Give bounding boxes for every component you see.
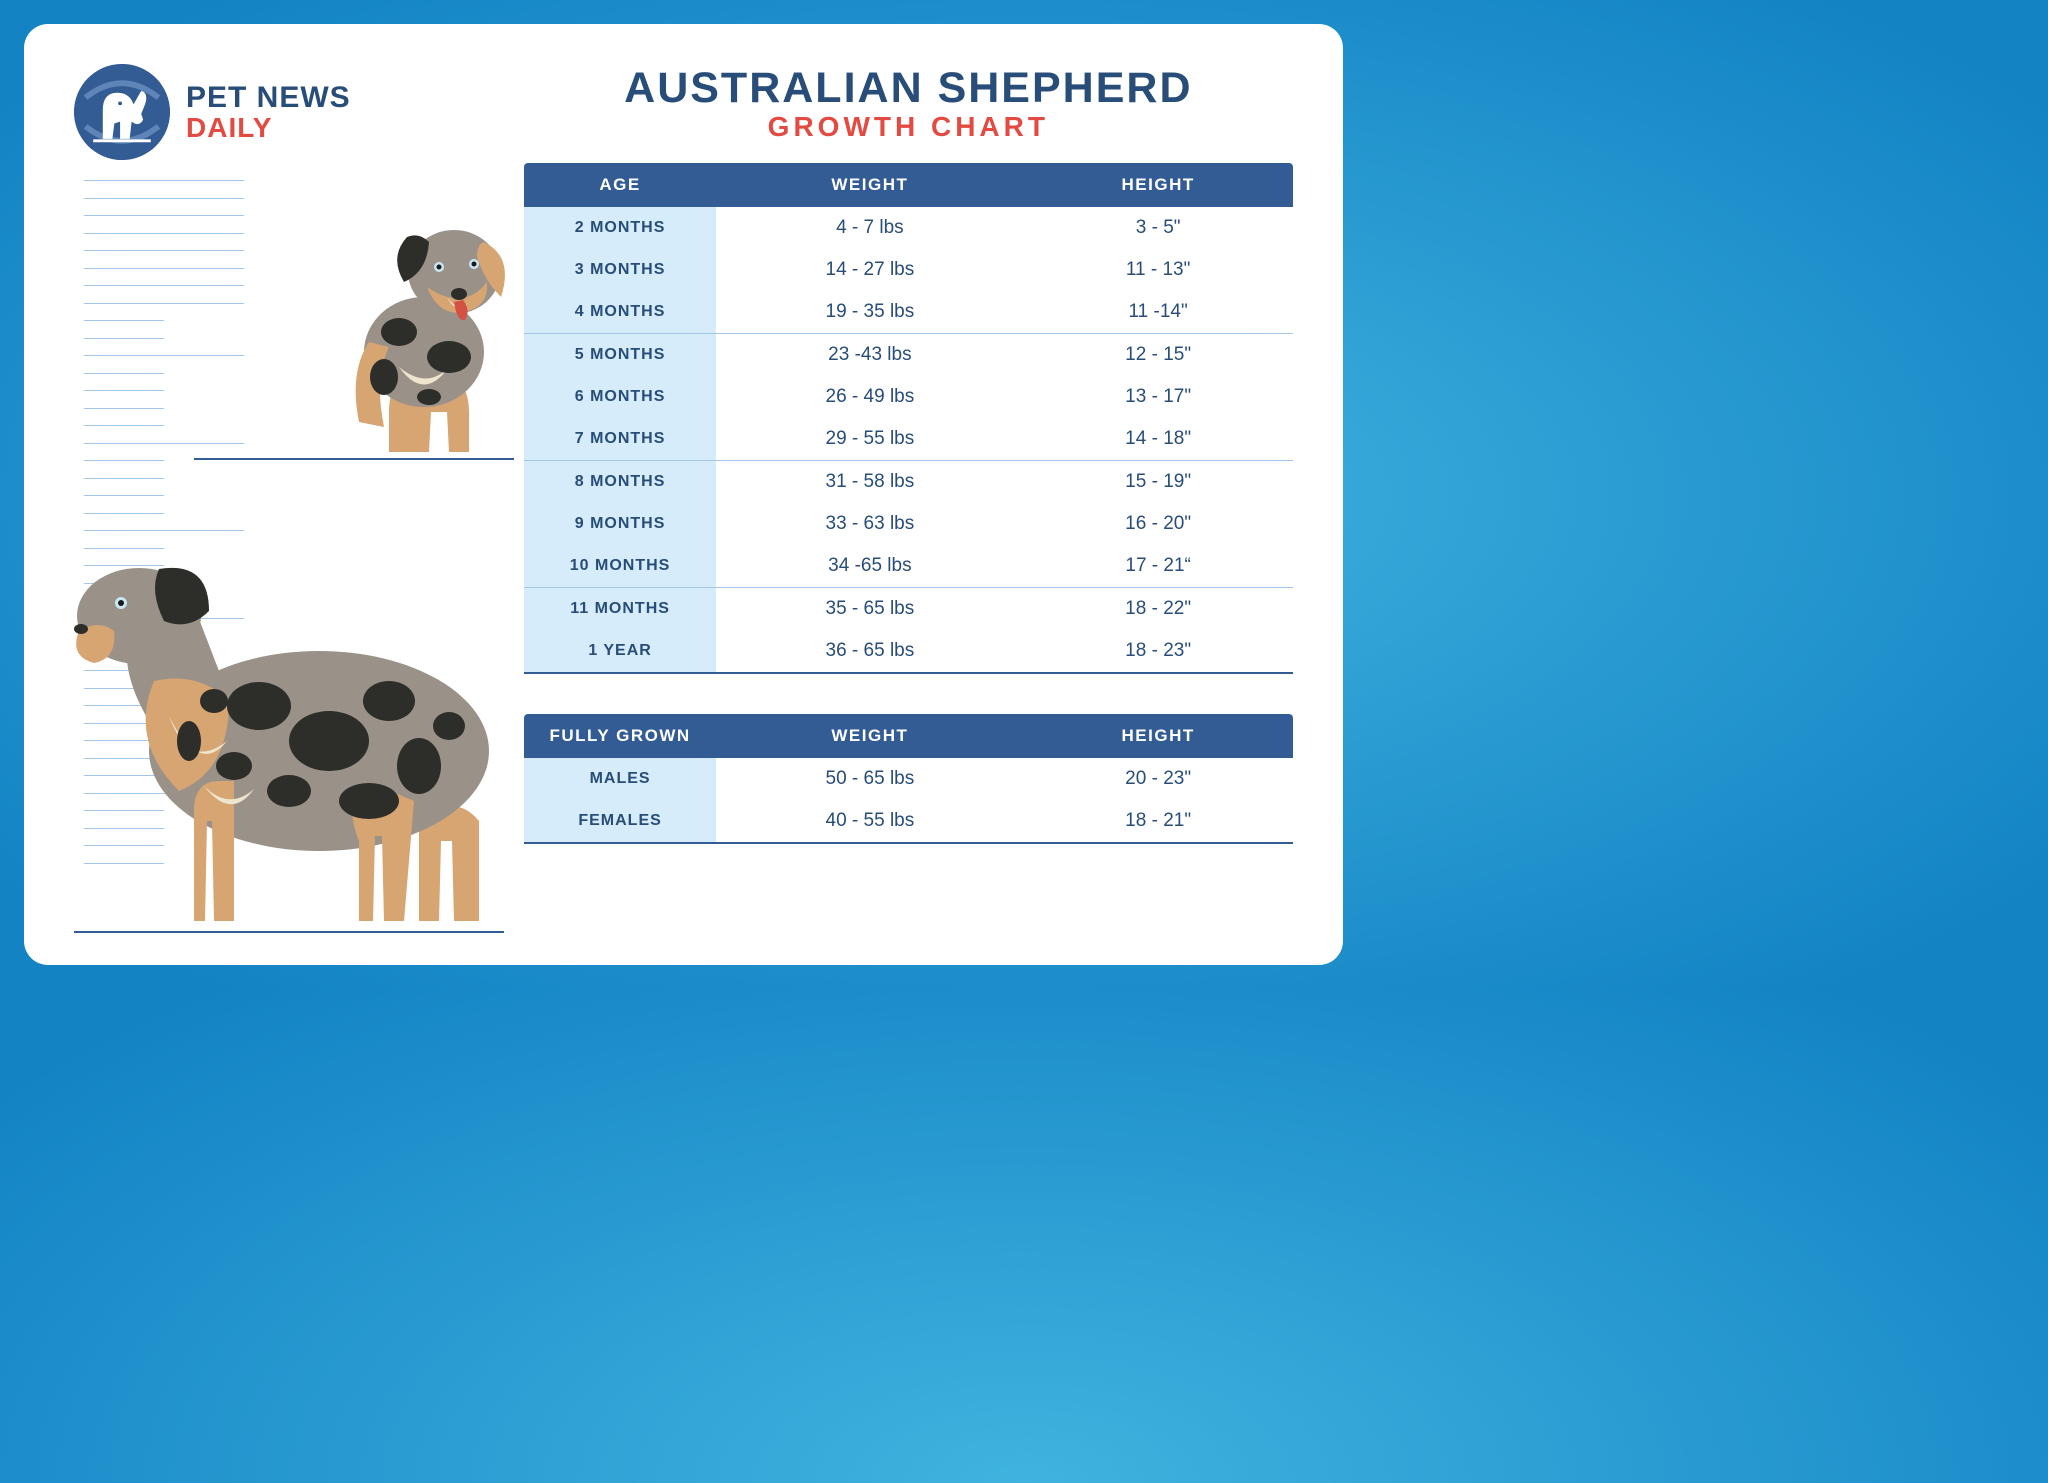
left-column: PET NEWS DAILY bbox=[74, 64, 494, 933]
age-cell: 3 MONTHS bbox=[524, 249, 716, 291]
table-row: FEMALES40 - 55 lbs18 - 21" bbox=[524, 800, 1293, 843]
table-row: 5 MONTHS23 -43 lbs12 - 15" bbox=[524, 334, 1293, 377]
table-row: 8 MONTHS31 - 58 lbs15 - 19" bbox=[524, 461, 1293, 504]
age-cell: 9 MONTHS bbox=[524, 503, 716, 545]
weight-cell: 26 - 49 lbs bbox=[716, 376, 1023, 418]
growth-table: AGE WEIGHT HEIGHT 2 MONTHS4 - 7 lbs3 - 5… bbox=[524, 163, 1293, 674]
height-cell: 17 - 21“ bbox=[1024, 545, 1293, 588]
adult-dog-icon bbox=[59, 491, 509, 931]
table-row: 1 YEAR36 - 65 lbs18 - 23" bbox=[524, 630, 1293, 673]
height-cell: 18 - 22" bbox=[1024, 588, 1293, 631]
page-title: AUSTRALIAN SHEPHERD bbox=[524, 64, 1293, 113]
height-cell: 3 - 5" bbox=[1024, 207, 1293, 249]
weight-cell: 40 - 55 lbs bbox=[716, 800, 1023, 843]
height-cell: 13 - 17" bbox=[1024, 376, 1293, 418]
logo-line-2: DAILY bbox=[186, 113, 351, 142]
height-cell: 20 - 23" bbox=[1024, 758, 1293, 800]
weight-cell: 35 - 65 lbs bbox=[716, 588, 1023, 631]
weight-cell: 50 - 65 lbs bbox=[716, 758, 1023, 800]
logo-text: PET NEWS DAILY bbox=[186, 82, 351, 143]
weight-cell: 36 - 65 lbs bbox=[716, 630, 1023, 673]
growth-header-height: HEIGHT bbox=[1024, 163, 1293, 207]
adult-header-weight: WEIGHT bbox=[716, 714, 1023, 758]
page-subtitle: GROWTH CHART bbox=[524, 111, 1293, 143]
height-cell: 15 - 19" bbox=[1024, 461, 1293, 504]
table-row: 11 MONTHS35 - 65 lbs18 - 22" bbox=[524, 588, 1293, 631]
logo-icon bbox=[74, 64, 170, 160]
adult-header-height: HEIGHT bbox=[1024, 714, 1293, 758]
table-row: 10 MONTHS34 -65 lbs17 - 21“ bbox=[524, 545, 1293, 588]
weight-cell: 33 - 63 lbs bbox=[716, 503, 1023, 545]
weight-cell: 34 -65 lbs bbox=[716, 545, 1023, 588]
adult-header-label: FULLY GROWN bbox=[524, 714, 716, 758]
table-row: 7 MONTHS29 - 55 lbs14 - 18" bbox=[524, 418, 1293, 461]
height-cell: 14 - 18" bbox=[1024, 418, 1293, 461]
height-cell: 11 -14" bbox=[1024, 291, 1293, 334]
age-cell: 1 YEAR bbox=[524, 630, 716, 673]
weight-cell: 14 - 27 lbs bbox=[716, 249, 1023, 291]
weight-cell: 29 - 55 lbs bbox=[716, 418, 1023, 461]
logo-line-1: PET NEWS bbox=[186, 82, 351, 114]
puppy-icon bbox=[289, 202, 519, 462]
right-column: AUSTRALIAN SHEPHERD GROWTH CHART AGE WEI… bbox=[524, 64, 1293, 933]
weight-cell: 23 -43 lbs bbox=[716, 334, 1023, 377]
age-cell: 4 MONTHS bbox=[524, 291, 716, 334]
weight-cell: 4 - 7 lbs bbox=[716, 207, 1023, 249]
growth-header-weight: WEIGHT bbox=[716, 163, 1023, 207]
age-cell: 6 MONTHS bbox=[524, 376, 716, 418]
weight-cell: 31 - 58 lbs bbox=[716, 461, 1023, 504]
table-row: MALES50 - 65 lbs20 - 23" bbox=[524, 758, 1293, 800]
age-cell: 11 MONTHS bbox=[524, 588, 716, 631]
age-cell: 10 MONTHS bbox=[524, 545, 716, 588]
table-row: 9 MONTHS33 - 63 lbs16 - 20" bbox=[524, 503, 1293, 545]
infographic-card: PET NEWS DAILY bbox=[24, 24, 1343, 965]
label-cell: MALES bbox=[524, 758, 716, 800]
table-row: 4 MONTHS19 - 35 lbs11 -14" bbox=[524, 291, 1293, 334]
title-block: AUSTRALIAN SHEPHERD GROWTH CHART bbox=[524, 64, 1293, 143]
height-cell: 18 - 21" bbox=[1024, 800, 1293, 843]
age-cell: 2 MONTHS bbox=[524, 207, 716, 249]
height-cell: 16 - 20" bbox=[1024, 503, 1293, 545]
dog-illustration bbox=[74, 180, 504, 933]
age-cell: 8 MONTHS bbox=[524, 461, 716, 504]
height-cell: 18 - 23" bbox=[1024, 630, 1293, 673]
weight-cell: 19 - 35 lbs bbox=[716, 291, 1023, 334]
table-row: 6 MONTHS26 - 49 lbs13 - 17" bbox=[524, 376, 1293, 418]
table-row: 2 MONTHS4 - 7 lbs3 - 5" bbox=[524, 207, 1293, 249]
adult-table: FULLY GROWN WEIGHT HEIGHT MALES50 - 65 l… bbox=[524, 714, 1293, 844]
age-cell: 7 MONTHS bbox=[524, 418, 716, 461]
table-row: 3 MONTHS14 - 27 lbs11 - 13" bbox=[524, 249, 1293, 291]
growth-header-age: AGE bbox=[524, 163, 716, 207]
height-cell: 12 - 15" bbox=[1024, 334, 1293, 377]
height-cell: 11 - 13" bbox=[1024, 249, 1293, 291]
age-cell: 5 MONTHS bbox=[524, 334, 716, 377]
label-cell: FEMALES bbox=[524, 800, 716, 843]
brand-logo: PET NEWS DAILY bbox=[74, 64, 494, 160]
